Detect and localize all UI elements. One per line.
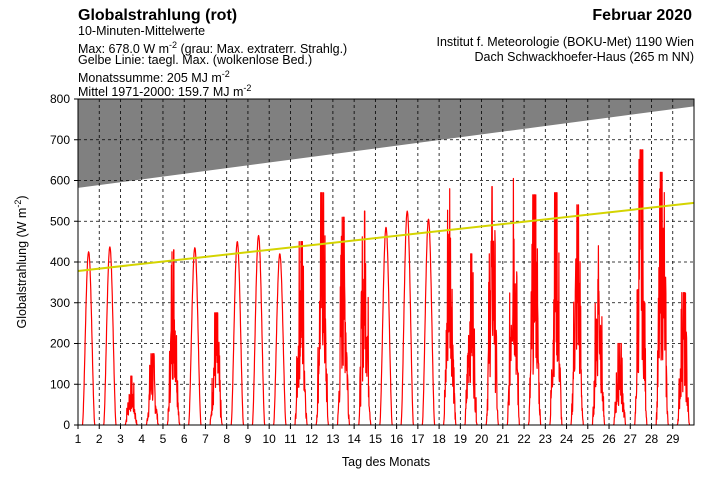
global-radiation-day-22	[527, 194, 542, 426]
x-tick-label: 5	[160, 432, 167, 446]
global-radiation-day-11	[294, 241, 308, 426]
y-tick-label: 800	[50, 92, 70, 106]
x-tick-label: 12	[305, 432, 319, 446]
info-yellow-line: Gelbe Linie: taegl. Max. (wolkenlose Bed…	[78, 53, 313, 67]
x-tick-label: 2	[96, 432, 103, 446]
y-tick-label: 300	[50, 296, 70, 310]
x-tick-label: 18	[432, 432, 446, 446]
x-tick-label: 15	[369, 432, 383, 446]
global-radiation-day-25	[591, 245, 606, 426]
x-tick-label: 22	[517, 432, 531, 446]
x-tick-label: 3	[117, 432, 124, 446]
global-radiation-day-9	[251, 234, 266, 426]
info-max-rest: (grau: Max. extraterr. Strahlg.)	[177, 42, 348, 57]
y-tick-label: 600	[50, 174, 70, 188]
y-tick-label: 0	[63, 418, 70, 432]
y-tick-label: 100	[50, 377, 70, 391]
x-tick-label: 6	[181, 432, 188, 446]
grid	[78, 99, 694, 425]
global-radiation-day-15	[379, 226, 393, 426]
global-radiation-day-6	[188, 247, 202, 426]
global-radiation-day-19	[464, 253, 478, 426]
global-radiation-day-29	[676, 292, 691, 426]
x-tick-label: 11	[284, 432, 297, 446]
y-axis-label-close: )	[15, 195, 29, 199]
global-radiation-day-5	[166, 249, 181, 426]
x-tick-label: 17	[411, 432, 425, 446]
chart-title: Globalstrahlung (rot)	[78, 7, 238, 24]
global-radiation-day-1	[81, 251, 96, 426]
x-tick-label: 20	[475, 432, 489, 446]
x-tick-label: 16	[390, 432, 404, 446]
global-radiation-day-10	[273, 253, 287, 426]
x-tick-label: 1	[75, 432, 82, 446]
x-tick-label: 13	[326, 432, 340, 446]
info-max-text: Max: 678.0 W m	[78, 42, 169, 57]
global-radiation-day-13	[336, 216, 351, 426]
x-tick-label: 9	[245, 432, 252, 446]
global-radiation-day-14	[358, 210, 372, 426]
global-radiation-day-28	[655, 171, 669, 426]
global-radiation-day-27	[634, 149, 648, 426]
y-tick-label: 400	[50, 255, 70, 269]
global-radiation-day-3	[124, 375, 138, 426]
info-mean: Mittel 1971-2000: 159.7 MJ m-2	[78, 84, 251, 99]
global-radiation-day-20	[485, 186, 499, 426]
institute-location: Dach Schwackhoefer-Haus (265 m NN)	[474, 50, 694, 64]
global-radiation-day-8	[230, 241, 245, 426]
global-radiation-day-18	[443, 188, 457, 426]
global-radiation-day-24	[570, 204, 584, 426]
x-tick-label: 14	[347, 432, 361, 446]
x-tick-label: 10	[262, 432, 276, 446]
x-axis-label: Tag des Monats	[342, 455, 430, 469]
x-tick-label: 26	[602, 432, 616, 446]
institute-name: Institut f. Meteorologie (BOKU-Met) 1190…	[436, 35, 694, 49]
global-radiation-day-26	[612, 342, 627, 426]
x-tick-label: 19	[454, 432, 468, 446]
x-tick-label: 7	[202, 432, 209, 446]
x-tick-label: 23	[539, 432, 553, 446]
x-tick-label: 8	[223, 432, 230, 446]
y-tick-label: 500	[50, 214, 70, 228]
global-radiation-day-17	[421, 218, 436, 426]
global-radiation-day-23	[549, 192, 563, 426]
info-mean-sup: -2	[243, 83, 252, 93]
y-tick-label: 700	[50, 133, 70, 147]
clear-sky-max-line	[77, 201, 695, 272]
y-axis-label: Globalstrahlung (W m-2)	[13, 195, 29, 328]
extraterrestrial-max-area	[78, 99, 694, 188]
info-max-sup: -2	[169, 40, 178, 50]
month-label: Februar 2020	[592, 7, 692, 24]
global-radiation-series	[81, 149, 691, 426]
x-tick-label: 28	[645, 432, 659, 446]
y-tick-label: 200	[50, 337, 70, 351]
info-mean-text: Mittel 1971-2000: 159.7 MJ m	[78, 85, 244, 100]
x-tick-label: 4	[138, 432, 145, 446]
y-axis-label-text: Globalstrahlung (W m	[15, 208, 29, 329]
x-tick-label: 29	[666, 432, 680, 446]
global-radiation-day-21	[506, 177, 521, 426]
info-max: Max: 678.0 W m-2 (grau: Max. extraterr. …	[78, 41, 347, 56]
info-month-sum-sup: -2	[221, 69, 230, 79]
info-month-sum: Monatssumme: 205 MJ m-2	[78, 70, 230, 85]
info-month-sum-text: Monatssumme: 205 MJ m	[78, 71, 222, 86]
x-tick-label: 27	[624, 432, 638, 446]
global-radiation-day-7	[209, 312, 223, 426]
x-tick-label: 25	[581, 432, 595, 446]
x-tick-label: 24	[560, 432, 574, 446]
y-axis-label-sup: -2	[13, 200, 23, 208]
global-radiation-day-4	[145, 353, 160, 426]
global-radiation-day-12	[315, 192, 329, 426]
x-tick-label: 21	[496, 432, 510, 446]
info-resolution: 10-Minuten-Mittelwerte	[78, 24, 206, 38]
global-radiation-day-16	[400, 210, 414, 426]
global-radiation-day-2	[103, 246, 117, 426]
